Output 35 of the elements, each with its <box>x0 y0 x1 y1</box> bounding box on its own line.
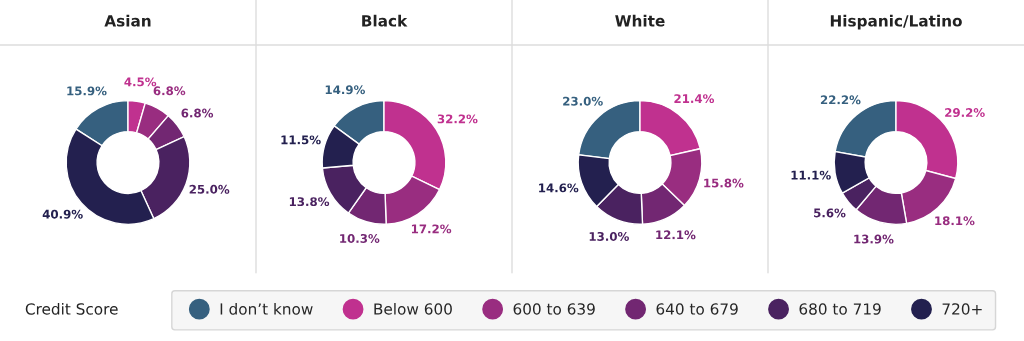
data-label: 13.0% <box>589 231 629 241</box>
chart-title: Black <box>362 14 408 27</box>
data-label: 32.2% <box>437 114 478 124</box>
data-label: 17.2% <box>411 224 452 234</box>
legend-label: 720+ <box>942 303 982 315</box>
legend-label: I don’t know <box>220 302 313 315</box>
legend-label: Below 600 <box>374 302 452 315</box>
data-label: 11.5% <box>281 135 321 145</box>
chart-title: Hispanic/Latino <box>830 14 962 30</box>
data-label: 14.9% <box>325 85 366 95</box>
data-label: 23.0% <box>563 96 603 106</box>
legend-label: 640 to 679 <box>656 303 738 315</box>
data-label: 25.0% <box>189 184 230 194</box>
data-label: 29.2% <box>945 108 985 117</box>
data-label: 15.8% <box>704 178 744 188</box>
data-label: 13.8% <box>289 197 330 207</box>
data-label: 21.4% <box>674 94 715 104</box>
data-label: 5.6% <box>814 208 846 218</box>
data-label: 12.1% <box>656 230 696 240</box>
chart-title: Asian <box>104 14 151 27</box>
data-label: 6.8% <box>153 86 186 96</box>
data-label: 13.9% <box>854 234 894 244</box>
data-label: 6.8% <box>181 108 214 118</box>
data-label: 18.1% <box>935 216 975 226</box>
data-label: 15.9% <box>67 86 107 96</box>
data-label: 11.1% <box>791 170 831 180</box>
data-label: 4.5% <box>124 77 157 87</box>
data-label: 14.6% <box>539 183 579 193</box>
legend-title: Credit Score <box>25 302 118 315</box>
data-label: 40.9% <box>42 209 83 219</box>
data-label: 10.3% <box>340 234 380 243</box>
legend-label: 600 to 639 <box>513 303 595 315</box>
data-label: 22.2% <box>820 95 861 105</box>
legend-label: 680 to 719 <box>799 303 881 315</box>
chart-title: White <box>615 14 665 27</box>
